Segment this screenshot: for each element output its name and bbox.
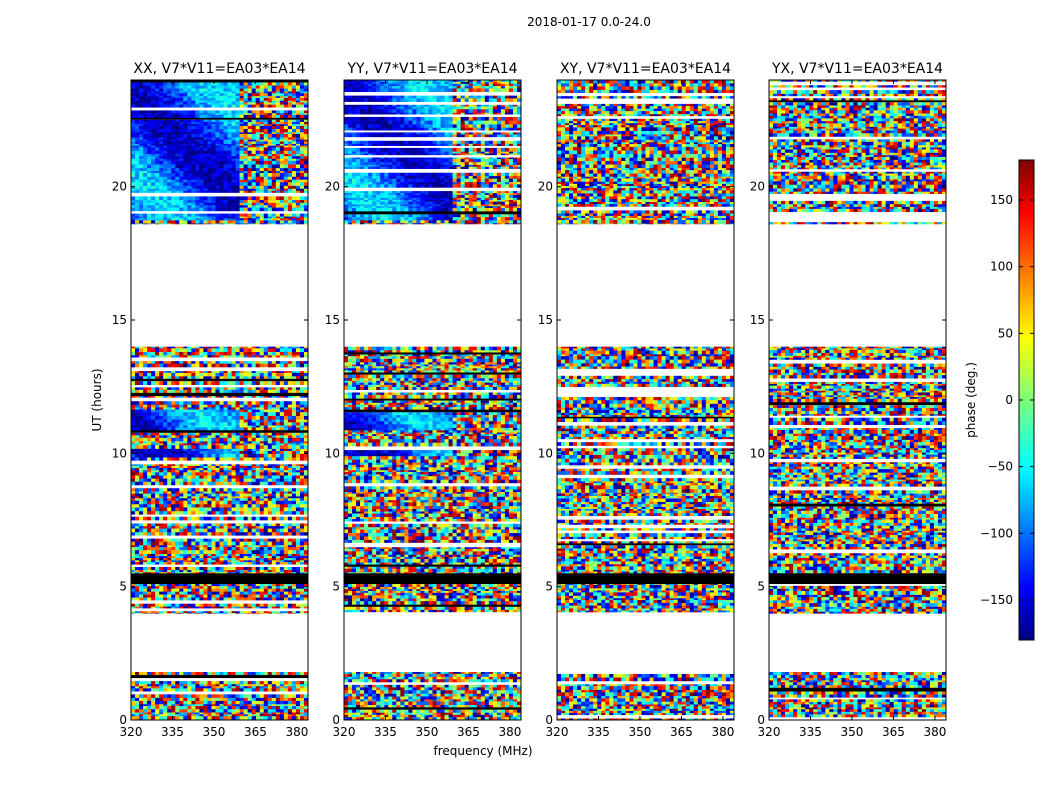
colorbar-tick-label: 150 [990, 193, 1013, 207]
y-tick-label: 15 [538, 313, 553, 327]
x-tick-label: 350 [841, 725, 864, 739]
panel-yx: YX, V7*V11=EA03*EA14 320 335 350 365 380 0 5 10 1… [750, 61, 947, 739]
panel-xx: XX, V7*V11=EA03*EA14 320 335 350 365 380 0 5 10 1… [112, 61, 309, 739]
colorbar-tick-label: −100 [980, 526, 1013, 540]
x-tick-label: 365 [244, 725, 267, 739]
x-tick-label: 380 [285, 725, 308, 739]
x-tick-label: 380 [711, 725, 734, 739]
figure-title: 2018-01-17 0.0-24.0 [527, 15, 651, 29]
colorbar-label: phase (deg.) [964, 362, 978, 438]
panel-frame-yx [768, 79, 947, 721]
y-tick-label: 10 [538, 446, 553, 460]
y-tick-label: 10 [750, 446, 765, 460]
x-tick-label: 335 [374, 725, 397, 739]
y-tick-label: 0 [545, 713, 553, 727]
x-tick-label: 335 [161, 725, 184, 739]
x-tick-label: 335 [799, 725, 822, 739]
y-tick-label: 10 [112, 446, 127, 460]
colorbar-tick-label: 0 [1005, 393, 1013, 407]
panel-frame-xy [556, 79, 735, 721]
y-tick-label: 5 [119, 580, 127, 594]
panel-frame-yy [343, 79, 522, 721]
x-tick-label: 350 [416, 725, 439, 739]
x-tick-label: 365 [457, 725, 480, 739]
panel-title-xx: XX, V7*V11=EA03*EA14 [133, 61, 305, 77]
colorbar-tick-label: −150 [980, 593, 1013, 607]
y-tick-label: 0 [119, 713, 127, 727]
x-tick-label: 350 [203, 725, 226, 739]
y-tick-label: 5 [757, 580, 765, 594]
panel-heatmap-xy [557, 80, 735, 721]
panel-title-yy: YY, V7*V11=EA03*EA14 [346, 61, 517, 77]
x-tick-label: 320 [333, 725, 356, 739]
colorbar: 150 100 50 0 −50 −100 −150 phase (deg.) [964, 159, 1035, 641]
y-tick-label: 10 [325, 446, 340, 460]
y-tick-label: 0 [757, 713, 765, 727]
y-tick-label: 20 [538, 180, 553, 194]
x-tick-label: 365 [882, 725, 905, 739]
panel-title-yx: YX, V7*V11=EA03*EA14 [771, 61, 943, 77]
colorbar-tick-label: 100 [990, 260, 1013, 274]
y-tick-label: 20 [325, 180, 340, 194]
x-tick-label: 380 [923, 725, 946, 739]
y-tick-label: 5 [332, 580, 340, 594]
y-tick-label: 20 [750, 180, 765, 194]
panel-xy: XY, V7*V11=EA03*EA14 320 335 350 365 380 0 5 10 1… [538, 61, 735, 739]
colorbar-tick-label: −50 [988, 460, 1013, 474]
colorbar-tick-label: 50 [998, 326, 1013, 340]
y-tick-label: 5 [545, 580, 553, 594]
x-tick-label: 365 [670, 725, 693, 739]
x-tick-label: 320 [546, 725, 569, 739]
x-tick-label: 350 [629, 725, 652, 739]
x-tick-label: 335 [587, 725, 610, 739]
x-tick-label: 380 [498, 725, 521, 739]
y-tick-label: 0 [332, 713, 340, 727]
x-tick-label: 320 [758, 725, 781, 739]
y-axis-label: UT (hours) [90, 368, 104, 431]
panel-frame-xx [130, 79, 309, 721]
panel-title-xy: XY, V7*V11=EA03*EA14 [560, 61, 731, 77]
panel-heatmap-yy [344, 80, 522, 721]
y-tick-label: 15 [112, 313, 127, 327]
x-axis-label: frequency (MHz) [433, 744, 532, 758]
panel-heatmap-xx [131, 80, 309, 721]
panel-heatmap-yx [769, 80, 947, 721]
y-tick-label: 15 [325, 313, 340, 327]
y-tick-label: 15 [750, 313, 765, 327]
panel-yy: YY, V7*V11=EA03*EA14 320 335 350 365 380 0 5 10 1… [325, 61, 522, 739]
y-tick-label: 20 [112, 180, 127, 194]
x-tick-label: 320 [120, 725, 143, 739]
